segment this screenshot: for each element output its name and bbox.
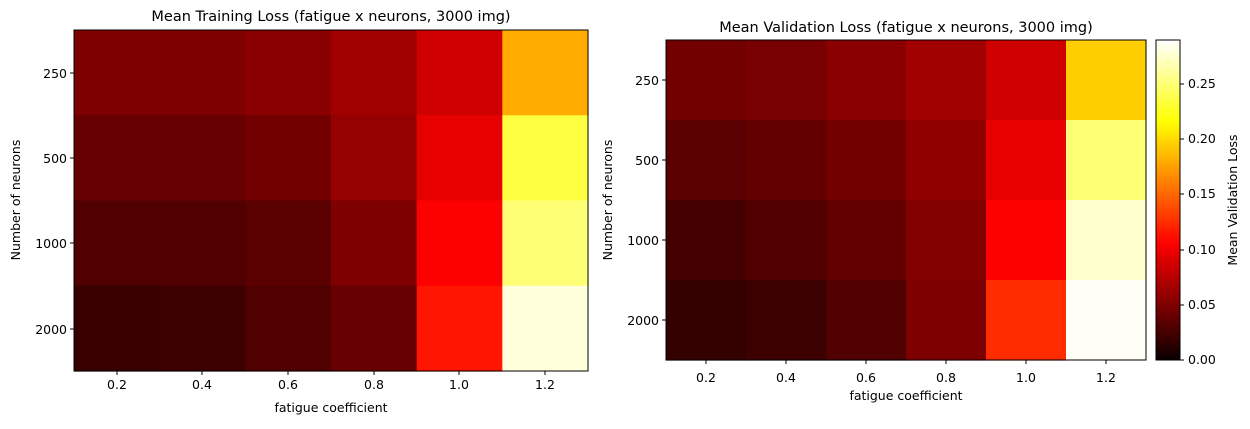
- x-tick-label: 0.2: [107, 377, 127, 392]
- colorbar-tick-label: 0.25: [1188, 76, 1216, 91]
- training-loss-y-axis-label: Number of neurons: [8, 140, 23, 261]
- heatmap-cell: [74, 285, 161, 372]
- heatmap-cell: [1066, 120, 1147, 201]
- heatmap-cell: [331, 200, 418, 287]
- heatmap-cell: [746, 280, 827, 361]
- training-loss-cells: [74, 30, 589, 372]
- heatmap-cell: [245, 200, 332, 287]
- heatmap-cell: [502, 285, 589, 372]
- heatmap-cell: [986, 120, 1067, 201]
- heatmap-cell: [159, 285, 246, 372]
- colorbar-label: Mean Validation Loss: [1225, 134, 1240, 265]
- training-loss-title: Mean Training Loss (fatigue x neurons, 3…: [151, 9, 510, 25]
- x-tick-label: 0.6: [856, 370, 876, 385]
- heatmap-cell: [74, 200, 161, 287]
- heatmap-cell: [502, 115, 589, 202]
- y-tick-label: 1000: [35, 236, 67, 251]
- x-tick-label: 0.8: [364, 377, 384, 392]
- heatmap-cell: [245, 115, 332, 202]
- validation-loss-y-ticks: 250 500 1000 2000: [627, 73, 666, 328]
- colorbar: 0.00 0.05 0.10 0.15 0.20 0.25 Mean Valid…: [1155, 39, 1240, 367]
- x-tick-label: 0.2: [696, 370, 716, 385]
- heatmap-cell: [331, 115, 418, 202]
- heatmap-cell: [159, 115, 246, 202]
- heatmap-cell: [746, 200, 827, 281]
- heatmap-cell: [416, 285, 503, 372]
- heatmap-cell: [906, 280, 987, 361]
- heatmap-cell: [159, 30, 246, 116]
- colorbar-tick-label: 0.00: [1188, 352, 1216, 367]
- y-tick-label: 2000: [627, 313, 659, 328]
- y-tick-label: 2000: [35, 322, 67, 337]
- validation-loss-x-ticks: 0.2 0.4 0.6 0.8 1.0 1.2: [696, 360, 1116, 385]
- validation-loss-axes-frame: [665, 39, 1147, 361]
- training-loss-x-ticks: 0.2 0.4 0.6 0.8 1.0 1.2: [107, 371, 555, 392]
- heatmap-cell: [666, 120, 747, 201]
- validation-loss-cells: [666, 40, 1147, 361]
- heatmap-cell: [986, 40, 1067, 121]
- heatmap-cell: [666, 40, 747, 121]
- heatmap-cell: [1066, 280, 1147, 361]
- colorbar-ticks: 0.00 0.05 0.10 0.15 0.20 0.25: [1180, 76, 1216, 367]
- heatmap-cell: [746, 40, 827, 121]
- heatmap-cell: [245, 285, 332, 372]
- y-tick-label: 250: [43, 66, 67, 81]
- colorbar-tick-label: 0.15: [1188, 186, 1216, 201]
- x-tick-label: 1.0: [1016, 370, 1036, 385]
- heatmap-cell: [826, 200, 907, 281]
- colorbar-tick-label: 0.20: [1188, 131, 1216, 146]
- heatmap-cell: [502, 30, 589, 116]
- heatmap-cell: [331, 30, 418, 116]
- heatmap-cell: [1066, 200, 1147, 281]
- y-tick-label: 1000: [627, 233, 659, 248]
- x-tick-label: 0.8: [936, 370, 956, 385]
- x-tick-label: 1.0: [449, 377, 469, 392]
- heatmap-cell: [416, 115, 503, 202]
- heatmap-cell: [666, 200, 747, 281]
- heatmap-cell: [986, 280, 1067, 361]
- heatmap-cell: [74, 115, 161, 202]
- training-loss-panel: Mean Training Loss (fatigue x neurons, 3…: [8, 9, 589, 415]
- heatmap-cell: [502, 200, 589, 287]
- heatmap-cell: [416, 30, 503, 116]
- heatmap-cell: [826, 40, 907, 121]
- heatmap-cell: [416, 200, 503, 287]
- x-tick-label: 1.2: [1096, 370, 1116, 385]
- heatmap-cell: [906, 40, 987, 121]
- colorbar-tick-label: 0.05: [1188, 297, 1216, 312]
- colorbar-gradient: [1155, 39, 1181, 361]
- training-loss-x-axis-label: fatigue coefficient: [274, 400, 387, 415]
- y-tick-label: 250: [635, 73, 659, 88]
- validation-loss-title: Mean Validation Loss (fatigue x neurons,…: [719, 20, 1093, 36]
- y-tick-label: 500: [43, 151, 67, 166]
- x-tick-label: 0.6: [278, 377, 298, 392]
- colorbar-tick-label: 0.10: [1188, 242, 1216, 257]
- heatmap-cell: [74, 30, 161, 116]
- heatmap-cell: [906, 200, 987, 281]
- heatmap-cell: [245, 30, 332, 116]
- heatmap-cell: [826, 280, 907, 361]
- heatmap-cell: [906, 120, 987, 201]
- validation-loss-panel: Mean Validation Loss (fatigue x neurons,…: [600, 20, 1147, 403]
- heatmap-cell: [331, 285, 418, 372]
- x-tick-label: 0.4: [776, 370, 796, 385]
- heatmap-cell: [666, 280, 747, 361]
- heatmap-cell: [826, 120, 907, 201]
- validation-loss-y-axis-label: Number of neurons: [600, 140, 615, 261]
- x-tick-label: 0.4: [192, 377, 212, 392]
- heatmap-cell: [986, 200, 1067, 281]
- y-tick-label: 500: [635, 153, 659, 168]
- training-loss-axes-frame: [73, 29, 589, 372]
- heatmap-cell: [159, 200, 246, 287]
- heatmap-cell: [1066, 40, 1147, 121]
- heatmap-cell: [746, 120, 827, 201]
- validation-loss-x-axis-label: fatigue coefficient: [849, 388, 962, 403]
- x-tick-label: 1.2: [535, 377, 555, 392]
- training-loss-y-ticks: 250 500 1000 2000: [35, 66, 74, 337]
